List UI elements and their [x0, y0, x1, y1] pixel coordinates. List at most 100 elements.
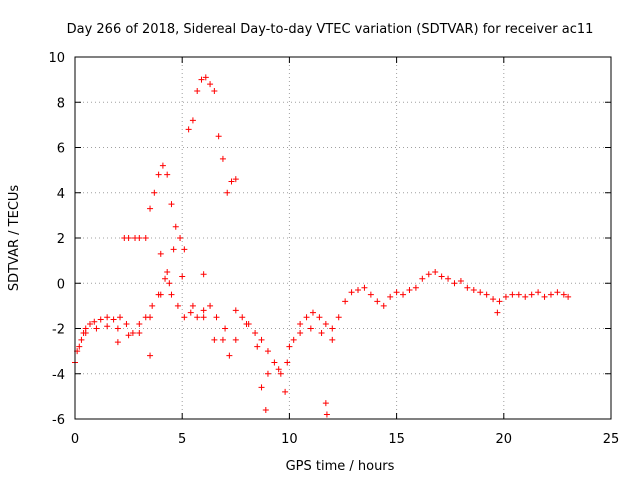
data-point-main-track — [535, 289, 542, 296]
y-tick-label: -6 — [52, 413, 65, 428]
data-point-high-excursion — [194, 87, 201, 94]
data-point-main-track — [91, 318, 98, 325]
data-point-main-track — [554, 289, 561, 296]
data-point-main-track — [168, 291, 175, 298]
data-point-main-track — [271, 359, 278, 366]
data-point-main-track — [412, 284, 419, 291]
data-point-high-excursion — [198, 76, 205, 83]
data-point-main-track — [541, 293, 548, 300]
x-tick-label: 25 — [603, 432, 620, 447]
data-point-main-track — [194, 314, 201, 321]
data-point-main-track — [226, 352, 233, 359]
data-point-high-excursion — [202, 74, 209, 81]
grid-lines — [75, 57, 611, 419]
data-point-main-track — [76, 343, 83, 350]
data-point-secondary-track — [157, 291, 164, 298]
data-point-main-track — [348, 289, 355, 296]
x-tick-label: 10 — [281, 432, 298, 447]
data-point-secondary-track — [179, 273, 186, 280]
data-point-main-track — [174, 302, 181, 309]
data-point-main-track — [560, 291, 567, 298]
data-point-secondary-track — [318, 330, 325, 337]
data-point-main-track — [329, 325, 336, 332]
data-point-secondary-track — [82, 330, 89, 337]
data-point-main-track — [432, 268, 439, 275]
data-point-main-track — [239, 314, 246, 321]
data-point-outliers — [262, 406, 269, 413]
data-point-high-excursion — [189, 117, 196, 124]
data-point-main-track — [367, 291, 374, 298]
data-point-outliers — [166, 280, 173, 287]
data-point-secondary-track — [286, 343, 293, 350]
y-tick-label: 8 — [57, 96, 65, 111]
data-point-main-track — [322, 320, 329, 327]
data-point-main-track — [451, 280, 458, 287]
data-point-high-excursion — [172, 223, 179, 230]
data-point-high-excursion — [232, 176, 239, 183]
data-point-secondary-track — [275, 366, 282, 373]
data-point-main-track — [117, 314, 124, 321]
data-point-secondary-track — [170, 246, 177, 253]
data-point-high-excursion — [147, 205, 154, 212]
data-point-outliers — [200, 271, 207, 278]
data-point-main-track — [515, 291, 522, 298]
data-point-main-track — [547, 291, 554, 298]
data-point-outliers — [157, 250, 164, 257]
data-point-high-excursion — [164, 171, 171, 178]
data-point-main-track — [361, 284, 368, 291]
x-tick-label: 20 — [496, 432, 513, 447]
data-point-main-track — [136, 320, 143, 327]
x-axis-label: GPS time / hours — [286, 459, 395, 474]
data-point-main-track — [457, 277, 464, 284]
data-point-main-track — [425, 271, 432, 278]
data-point-main-track — [277, 370, 284, 377]
data-point-high-excursion — [219, 155, 226, 162]
data-point-main-track — [284, 359, 291, 366]
data-point-main-track — [181, 314, 188, 321]
data-point-main-track — [490, 296, 497, 303]
data-point-secondary-track — [93, 325, 100, 332]
y-tick-label: 6 — [57, 142, 65, 157]
data-point-main-track — [123, 320, 130, 327]
data-point-outliers — [322, 400, 329, 407]
data-point-secondary-track — [200, 314, 207, 321]
chart-title: Day 266 of 2018, Sidereal Day-to-day VTE… — [67, 22, 594, 37]
x-tick-label: 15 — [388, 432, 405, 447]
data-point-main-track — [528, 291, 535, 298]
data-point-main-track — [162, 275, 169, 282]
data-point-main-track — [393, 289, 400, 296]
data-point-main-track — [445, 275, 452, 282]
data-point-main-track — [316, 314, 323, 321]
data-point-main-track — [502, 293, 509, 300]
data-point-main-track — [342, 298, 349, 305]
data-point-outliers — [258, 384, 265, 391]
data-point-main-track — [477, 289, 484, 296]
data-point-main-track — [104, 314, 111, 321]
data-point-outliers — [323, 411, 330, 418]
data-point-main-track — [406, 287, 413, 294]
data-point-secondary-track — [211, 336, 218, 343]
data-point-main-track — [213, 314, 220, 321]
data-point-secondary-track — [147, 314, 154, 321]
data-point-main-track — [380, 302, 387, 309]
y-tick-label: 0 — [57, 277, 65, 292]
x-tick-label: 0 — [71, 432, 79, 447]
data-point-main-track — [297, 320, 304, 327]
data-point-high-excursion — [142, 235, 149, 241]
data-point-high-excursion — [211, 87, 218, 94]
data-point-main-track — [252, 330, 259, 337]
data-point-high-excursion — [224, 189, 231, 196]
data-point-main-track — [87, 320, 94, 327]
data-point-outliers — [494, 309, 501, 316]
data-point-main-track — [264, 348, 271, 355]
y-tick-label: 4 — [57, 187, 65, 202]
data-point-main-track — [496, 298, 503, 305]
data-point-main-track — [129, 330, 136, 337]
data-point-secondary-track — [264, 370, 271, 377]
y-tick-label: -2 — [52, 323, 65, 338]
data-point-main-track — [232, 336, 239, 343]
data-point-main-track — [303, 314, 310, 321]
data-point-main-track — [290, 336, 297, 343]
